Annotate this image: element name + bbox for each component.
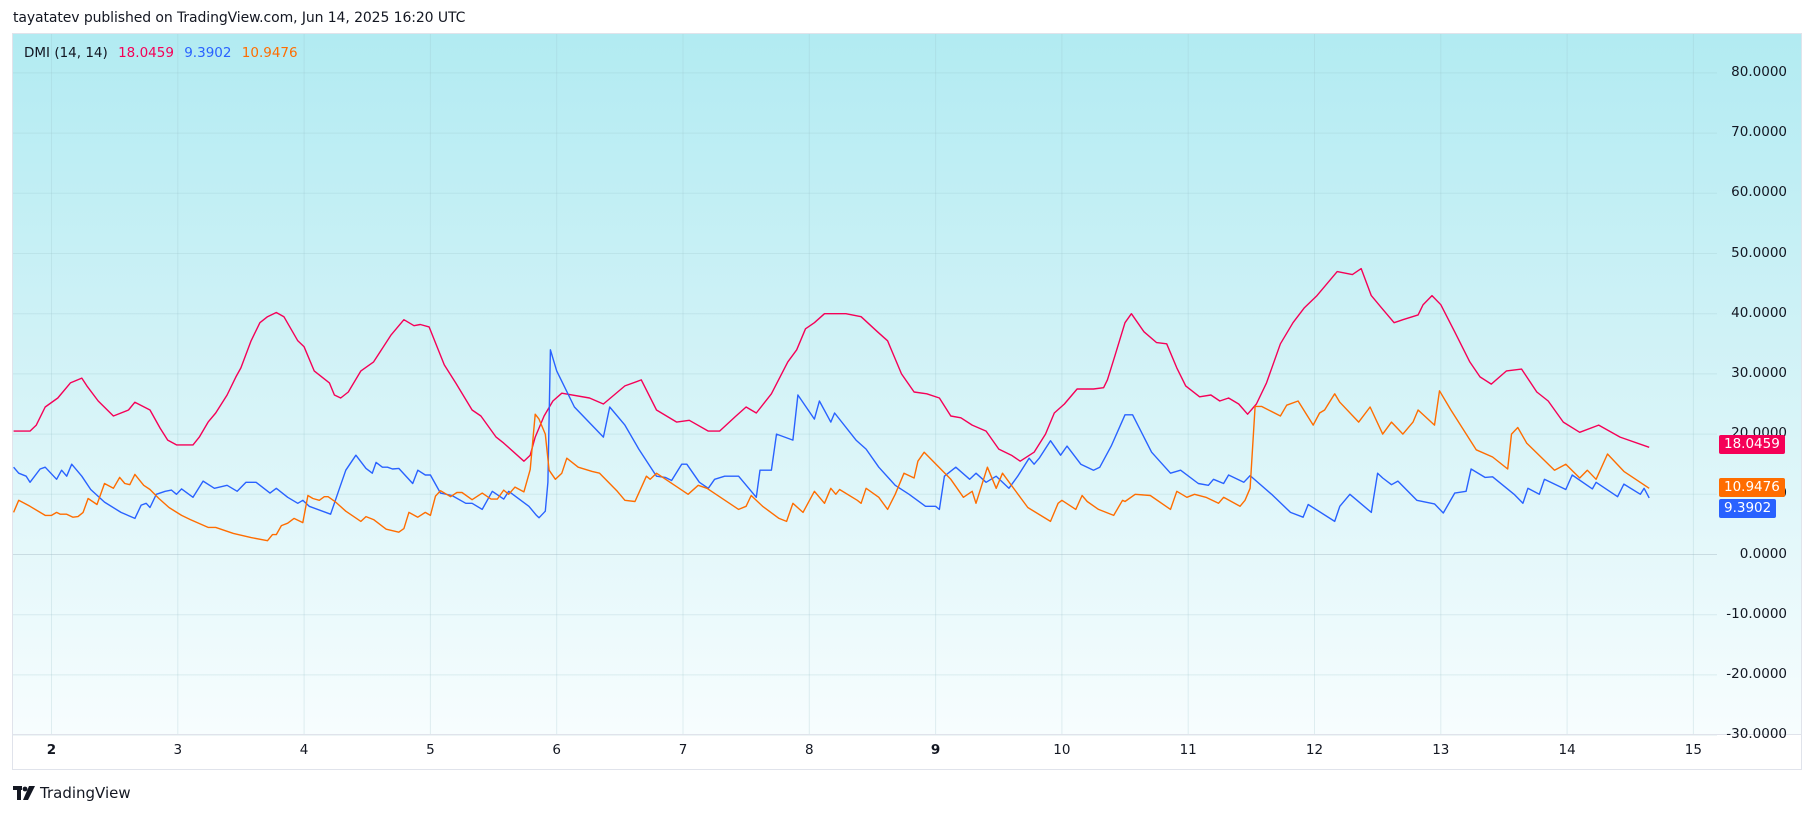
series-line-plusminus-di[interactable] xyxy=(13,349,1650,523)
price-axis-label: 0.0000 xyxy=(1739,545,1787,562)
price-axis-label: -20.0000 xyxy=(1726,665,1787,682)
legend-minus-di-value: 10.9476 xyxy=(241,45,298,61)
price-axis-label: 50.0000 xyxy=(1731,244,1787,261)
price-axis-label: 60.0000 xyxy=(1731,184,1787,201)
time-axis-label: 8 xyxy=(805,742,814,758)
brand-name: TradingView xyxy=(40,784,131,802)
time-axis-label: 12 xyxy=(1305,742,1324,758)
publish-info: tayatatev published on TradingView.com, … xyxy=(13,10,466,26)
indicator-legend[interactable]: DMI (14, 14) 18.0459 9.3902 10.9476 xyxy=(24,45,304,61)
price-axis-label: 80.0000 xyxy=(1731,63,1787,80)
chart-panel[interactable]: DMI (14, 14) 18.0459 9.3902 10.9476 80.0… xyxy=(12,33,1802,770)
legend-plus-di-value: 9.3902 xyxy=(184,45,232,61)
adx-last-value-badge: 18.0459 xyxy=(1719,435,1785,454)
time-axis-label: 11 xyxy=(1179,742,1197,758)
minus-di-last-value-badge: 10.9476 xyxy=(1719,478,1785,497)
time-axis-label: 7 xyxy=(678,742,688,758)
time-axis-label: 14 xyxy=(1558,742,1576,758)
time-axis-label: 2 xyxy=(46,742,57,758)
price-axis-label: 70.0000 xyxy=(1731,124,1787,141)
price-axis-label: -10.0000 xyxy=(1726,605,1787,622)
time-axis-label: 5 xyxy=(426,742,435,758)
legend-title: DMI (14, 14) xyxy=(24,45,108,61)
price-axis-label: 40.0000 xyxy=(1731,304,1787,321)
price-axis-label: 30.0000 xyxy=(1731,364,1787,381)
tradingview-logo-icon xyxy=(13,786,35,800)
price-axis-label: -30.0000 xyxy=(1726,726,1787,743)
dmi-chart[interactable] xyxy=(13,34,1801,769)
time-axis-label: 9 xyxy=(930,742,941,758)
series-line-minus-di[interactable] xyxy=(13,390,1650,542)
time-axis-label: 13 xyxy=(1432,742,1450,758)
plus-di-last-value-badge: 9.3902 xyxy=(1719,499,1777,518)
tradingview-logo[interactable]: TradingView xyxy=(13,784,131,802)
time-axis-label: 6 xyxy=(552,742,561,758)
time-axis-label: 4 xyxy=(299,742,309,758)
legend-adx-value: 18.0459 xyxy=(118,45,174,61)
time-axis-label: 10 xyxy=(1053,742,1071,758)
time-axis-label: 3 xyxy=(173,742,183,758)
time-axis-label: 15 xyxy=(1684,742,1702,758)
series-line-adx[interactable] xyxy=(13,267,1650,462)
plot-area-background xyxy=(13,34,1801,734)
